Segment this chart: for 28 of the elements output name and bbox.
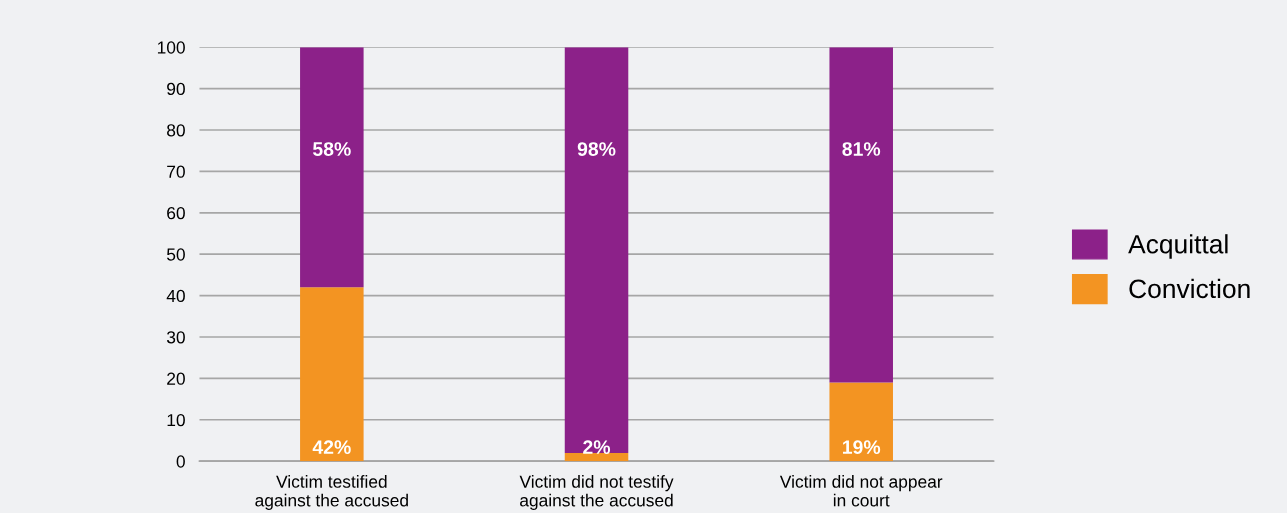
bar <box>300 47 364 288</box>
bar <box>829 47 893 383</box>
data-label: 42% <box>312 440 351 454</box>
y-tick-label: 100 <box>157 41 185 54</box>
y-tick-label: 40 <box>166 289 185 303</box>
x-tick-label: Victim did not appear in court <box>779 475 943 507</box>
y-tick-label: 90 <box>167 82 185 96</box>
bar <box>829 382 893 462</box>
x-tick-label: Victim testified against the accused <box>255 475 408 510</box>
data-label: 98% <box>577 142 616 156</box>
y-tick-label: 60 <box>167 206 185 220</box>
data-label: 58% <box>312 142 351 156</box>
data-label: 2% <box>583 440 611 454</box>
x-tick-label: Victim did not testify against the accused <box>519 475 674 510</box>
bar <box>564 47 629 453</box>
legend-label: Acquittal <box>1128 234 1228 259</box>
y-tick-label: 80 <box>167 124 185 137</box>
legend-label: Conviction <box>1129 278 1250 299</box>
bar <box>564 452 629 462</box>
y-tick-label: 0 <box>176 455 185 468</box>
data-label: 19% <box>842 440 881 455</box>
y-tick-label: 30 <box>166 331 185 344</box>
y-tick-label: 20 <box>167 372 185 385</box>
y-tick-label: 10 <box>167 413 185 427</box>
y-tick-label: 50 <box>166 248 185 261</box>
y-tick-label: 70 <box>167 165 185 178</box>
bar <box>300 287 364 462</box>
data-label: 81% <box>842 142 881 156</box>
